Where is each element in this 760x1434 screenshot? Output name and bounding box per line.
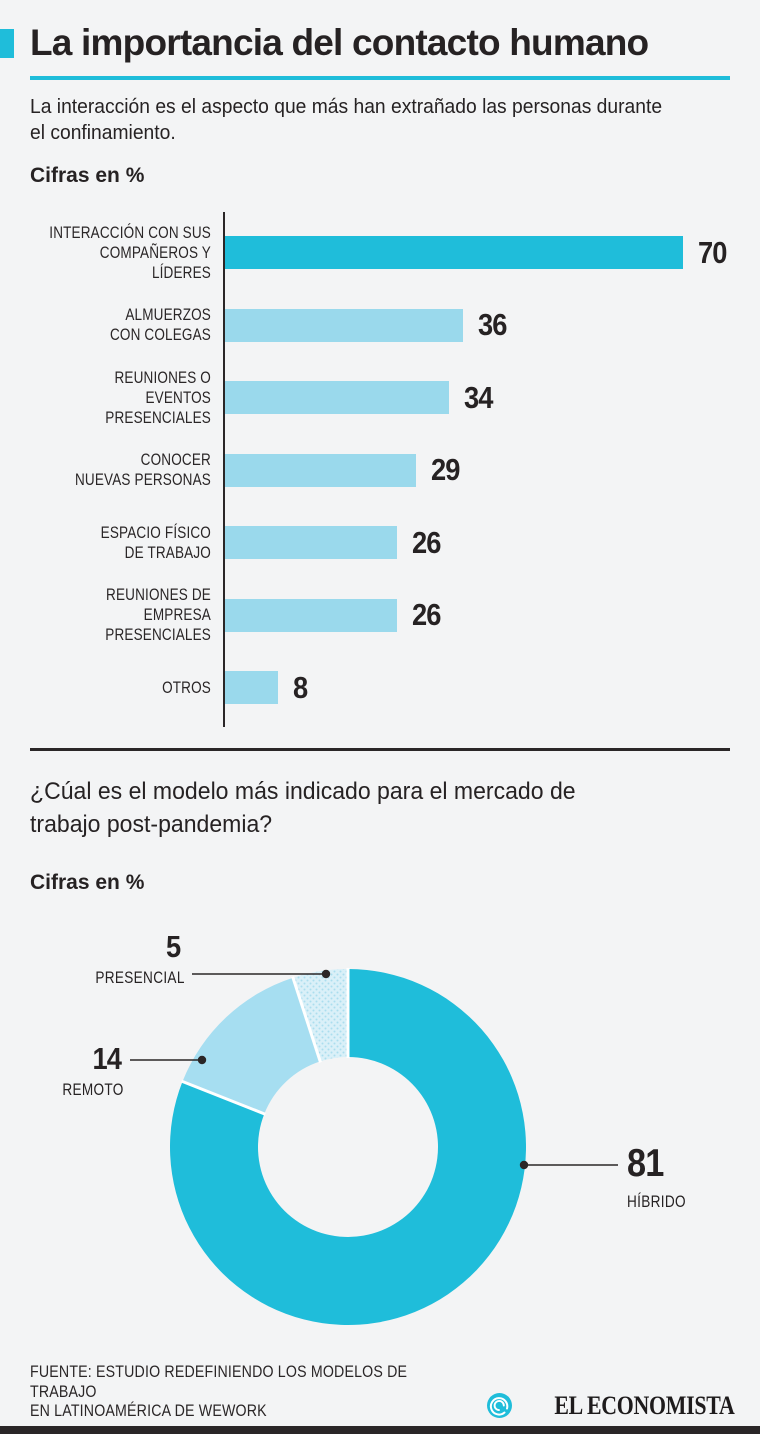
page-title: La importancia del contacto humano <box>30 22 649 63</box>
title-accent-square <box>0 29 14 58</box>
bar <box>225 598 397 632</box>
bar-category-label: REUNIONES DE EMPRESA PRESENCIALES <box>105 586 211 645</box>
bar <box>225 308 463 342</box>
bar-category-label: INTERACCIÓN CON SUS COMPAÑEROS Y LÍDERES <box>49 223 211 282</box>
donut-label-hibrido: 81 HÍBRIDO <box>627 1142 701 1212</box>
bar <box>225 236 683 270</box>
leader-dot-hibrido <box>519 1160 529 1170</box>
bar-row: OTROS 8 <box>162 652 730 725</box>
footer: FUENTE: ESTUDIO REDEFINIENDO LOS MODELOS… <box>30 1363 734 1422</box>
bar-category-label: CONOCER NUEVAS PERSONAS <box>74 451 211 490</box>
bar-row: REUNIONES O EVENTOS PRESENCIALES 34 <box>105 362 730 435</box>
bar <box>225 381 450 415</box>
source-line-1: FUENTE: ESTUDIO REDEFINIENDO LOS MODELOS… <box>30 1363 408 1401</box>
bar-value: 26 <box>411 597 441 633</box>
bar-value: 36 <box>477 307 507 343</box>
bar-row: CONOCER NUEVAS PERSONAS 29 <box>75 434 730 507</box>
bar-category-label: ESPACIO FÍSICO DE TRABAJO <box>100 523 211 562</box>
donut-slice-presencial <box>292 969 348 1062</box>
bar-row: ALMUERZOS CON COLEGAS 36 <box>110 289 730 362</box>
bar-value: 34 <box>464 379 493 415</box>
bar-row: REUNIONES DE EMPRESA PRESENCIALES 26 <box>105 579 730 652</box>
donut-category-hibrido: HÍBRIDO <box>627 1192 686 1211</box>
donut-label-remoto: 14 REMOTO <box>47 1041 124 1100</box>
donut-separator <box>181 1079 266 1116</box>
bar-value: 8 <box>292 669 308 705</box>
bar-value: 70 <box>697 234 727 270</box>
donut-category-remoto: REMOTO <box>62 1080 124 1099</box>
bar-row: INTERACCIÓN CON SUS COMPAÑEROS Y LÍDERES 7… <box>49 217 730 290</box>
units-label-bars: Cifras en % <box>30 163 145 187</box>
bar <box>225 526 397 560</box>
donut-chart <box>130 968 618 1325</box>
units-label-donut: Cifras en % <box>30 871 145 894</box>
donut-value-remoto: 14 <box>92 1041 122 1076</box>
bottom-bar <box>0 1426 760 1434</box>
donut-slice-remoto <box>182 977 321 1114</box>
question-text: ¿Cúal es el modelo más indicado para el … <box>30 778 576 838</box>
donut-slice-separators <box>181 968 350 1116</box>
el-economista-logo: EL ECONOMISTA <box>486 1390 734 1422</box>
donut-label-presencial: 5 PRESENCIAL <box>73 929 185 988</box>
donut-slice-híbrido <box>169 969 526 1325</box>
bar-category-label: REUNIONES O EVENTOS PRESENCIALES <box>105 368 211 427</box>
bar <box>225 671 278 705</box>
bar-value: 29 <box>431 452 460 488</box>
subtitle: La interacción es el aspecto que más han… <box>30 94 663 144</box>
bar-chart: INTERACCIÓN CON SUS COMPAÑEROS Y LÍDERES 7… <box>49 211 730 727</box>
donut-separator <box>291 976 322 1063</box>
donut-slices <box>169 969 526 1325</box>
leader-dot-remoto <box>197 1055 207 1065</box>
source-text: FUENTE: ESTUDIO REDEFINIENDO LOS MODELOS… <box>30 1363 422 1422</box>
bar-category-label: ALMUERZOS CON COLEGAS <box>109 306 211 345</box>
donut-value-hibrido: 81 <box>627 1142 664 1185</box>
bar <box>225 453 417 487</box>
bar-value: 26 <box>411 524 441 560</box>
el-economista-logo-icon <box>486 1393 512 1418</box>
title-underline <box>30 76 730 80</box>
bar-row: ESPACIO FÍSICO DE TRABAJO 26 <box>101 507 730 580</box>
donut-chart-section: 5 PRESENCIAL 14 REMOTO 81 HÍBRIDO <box>0 889 760 1339</box>
source-line-2: EN LATINOAMÉRICA DE WEWORK <box>30 1402 267 1420</box>
brand-name: EL ECONOMISTA <box>553 1390 734 1420</box>
leader-dot-presencial <box>321 969 331 979</box>
donut-category-presencial: PRESENCIAL <box>95 968 185 987</box>
section-divider <box>30 747 730 751</box>
bar-category-label: OTROS <box>162 678 211 697</box>
donut-value-presencial: 5 <box>166 929 181 964</box>
